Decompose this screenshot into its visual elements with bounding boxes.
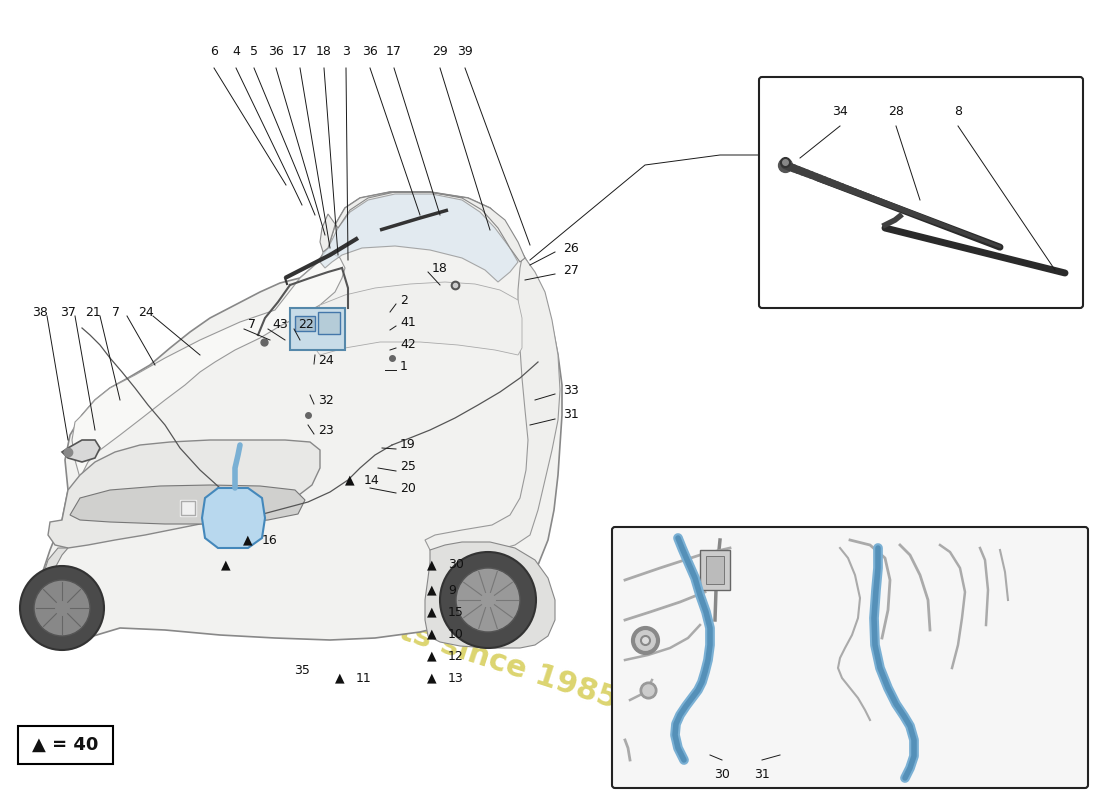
Text: 27: 27 — [563, 263, 579, 277]
Text: 41: 41 — [400, 315, 416, 329]
Text: 37: 37 — [60, 306, 76, 318]
Text: 28: 28 — [888, 105, 904, 118]
Text: ▲: ▲ — [427, 671, 437, 685]
Text: 33: 33 — [563, 383, 579, 397]
Text: 2: 2 — [400, 294, 408, 306]
Text: a passion for parts since 1985: a passion for parts since 1985 — [119, 526, 621, 714]
Text: 4: 4 — [232, 45, 240, 58]
Text: 16: 16 — [262, 534, 277, 546]
Text: 25: 25 — [400, 461, 416, 474]
Bar — [290, 308, 345, 350]
Text: 23: 23 — [318, 423, 333, 437]
Text: ▲: ▲ — [243, 534, 253, 546]
Text: 17: 17 — [386, 45, 402, 58]
Text: ▲: ▲ — [427, 583, 437, 597]
Circle shape — [456, 568, 520, 632]
Text: 30: 30 — [714, 768, 730, 781]
Circle shape — [20, 566, 104, 650]
Text: 18: 18 — [316, 45, 332, 58]
Text: ▲: ▲ — [336, 671, 344, 685]
Text: 3: 3 — [342, 45, 350, 58]
Text: 31: 31 — [563, 409, 579, 422]
Text: EURO
PARTS: EURO PARTS — [57, 426, 314, 574]
Polygon shape — [62, 440, 100, 462]
Text: 20: 20 — [400, 482, 416, 495]
Text: 19: 19 — [400, 438, 416, 451]
Polygon shape — [320, 194, 518, 282]
Text: 34: 34 — [832, 105, 848, 118]
Circle shape — [440, 552, 536, 648]
Text: 1: 1 — [400, 359, 408, 373]
Polygon shape — [39, 548, 80, 645]
Text: 30: 30 — [448, 558, 464, 571]
Text: 38: 38 — [32, 306, 48, 318]
Text: ▲: ▲ — [427, 606, 437, 618]
Text: 11: 11 — [356, 671, 372, 685]
Polygon shape — [72, 252, 345, 478]
Text: 18: 18 — [432, 262, 448, 274]
Text: 43: 43 — [272, 318, 288, 331]
Text: 39: 39 — [458, 45, 473, 58]
Bar — [318, 312, 340, 334]
Polygon shape — [48, 440, 320, 548]
Text: 14: 14 — [364, 474, 380, 486]
Text: 21: 21 — [85, 306, 101, 318]
Text: 36: 36 — [268, 45, 284, 58]
Text: 24: 24 — [318, 354, 333, 366]
Text: 6: 6 — [210, 45, 218, 58]
Polygon shape — [320, 192, 525, 262]
Text: ▲: ▲ — [221, 558, 231, 571]
Text: 24: 24 — [138, 306, 154, 318]
Text: 7: 7 — [248, 318, 256, 331]
Polygon shape — [39, 192, 562, 645]
Text: ▲: ▲ — [345, 474, 355, 486]
FancyBboxPatch shape — [759, 77, 1084, 308]
Text: 35: 35 — [294, 663, 310, 677]
Text: 7: 7 — [112, 306, 120, 318]
Polygon shape — [202, 488, 265, 548]
Text: 31: 31 — [755, 768, 770, 781]
Polygon shape — [310, 282, 522, 355]
Text: 32: 32 — [318, 394, 333, 406]
Text: ▲: ▲ — [427, 558, 437, 571]
Text: 22: 22 — [298, 318, 314, 331]
Text: ▲: ▲ — [427, 627, 437, 641]
Bar — [700, 550, 730, 590]
Text: 9: 9 — [448, 583, 455, 597]
Text: 12: 12 — [448, 650, 464, 662]
Text: 17: 17 — [293, 45, 308, 58]
Bar — [706, 556, 724, 584]
Text: 26: 26 — [563, 242, 579, 254]
Text: 15: 15 — [448, 606, 464, 618]
Bar — [295, 316, 315, 331]
Text: 10: 10 — [448, 627, 464, 641]
Text: 13: 13 — [448, 671, 464, 685]
Circle shape — [34, 580, 90, 636]
Polygon shape — [70, 485, 305, 524]
Text: 8: 8 — [954, 105, 962, 118]
Polygon shape — [425, 542, 556, 648]
Polygon shape — [425, 258, 560, 556]
Bar — [18, 726, 113, 764]
Text: 5: 5 — [250, 45, 258, 58]
Text: 29: 29 — [432, 45, 448, 58]
FancyBboxPatch shape — [612, 527, 1088, 788]
Text: 42: 42 — [400, 338, 416, 350]
Text: ▲: ▲ — [427, 650, 437, 662]
Text: ▲ = 40: ▲ = 40 — [32, 736, 99, 754]
Text: 36: 36 — [362, 45, 378, 58]
